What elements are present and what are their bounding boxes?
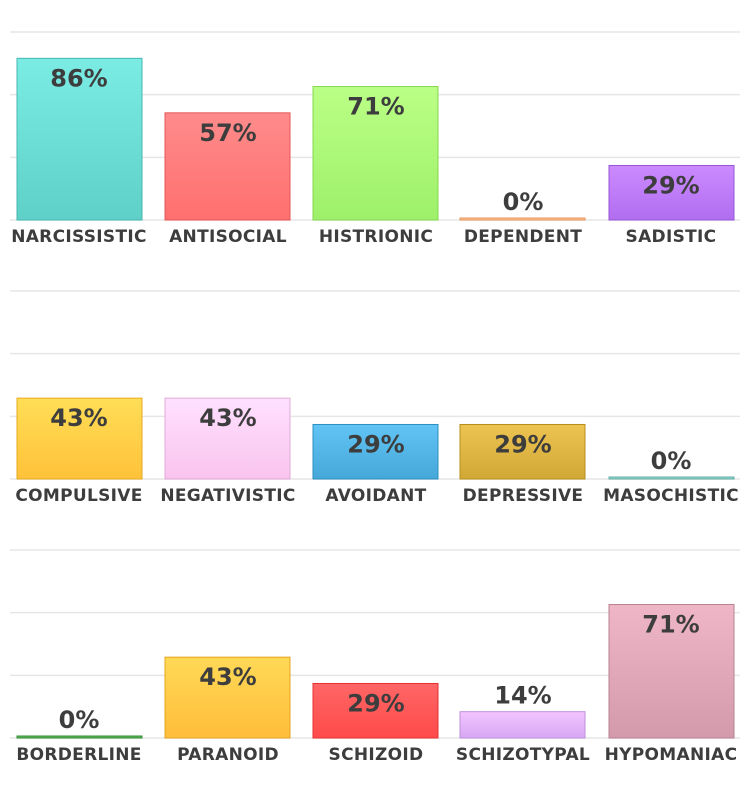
- bar-schizoid: [312, 682, 439, 739]
- bar-avoidant: [312, 423, 439, 480]
- category-label: PARANOID: [177, 745, 279, 765]
- value-label: 0%: [503, 188, 544, 216]
- value-label: 0%: [651, 447, 692, 475]
- chart-panel-3: 0% BORDERLINE 43% PARANOID 29% SCHIZOID 14% SCH…: [10, 549, 740, 765]
- chart-panel-2: 43% COMPULSIVE 43% NEGATIVISTIC 29% AVOIDANT 2…: [10, 290, 740, 506]
- value-label: 29%: [642, 171, 699, 199]
- category-label: NEGATIVISTIC: [160, 486, 295, 506]
- bar-dependent: [459, 217, 586, 221]
- value-label: 71%: [347, 93, 404, 121]
- value-label: 0%: [59, 706, 100, 734]
- bar-paranoid: [164, 656, 291, 739]
- bar-negativistic: [164, 397, 291, 480]
- value-label: 86%: [50, 64, 107, 92]
- value-label: 43%: [199, 404, 256, 432]
- bar-antisocial: [164, 112, 291, 221]
- bar-schizotypal: [459, 711, 586, 739]
- value-label: 29%: [347, 689, 404, 717]
- bar-borderline: [16, 735, 143, 739]
- category-label: SCHIZOID: [329, 745, 424, 765]
- value-label: 29%: [494, 430, 551, 458]
- category-label: SCHIZOTYPAL: [456, 745, 590, 765]
- value-label: 14%: [494, 682, 551, 710]
- value-label: 43%: [50, 404, 107, 432]
- value-label: 29%: [347, 430, 404, 458]
- value-label: 43%: [199, 663, 256, 691]
- bar-masochistic: [608, 476, 735, 480]
- category-label: SADISTIC: [626, 227, 717, 247]
- category-label: NARCISSISTIC: [11, 227, 147, 247]
- category-label: ANTISOCIAL: [169, 227, 287, 247]
- category-label: COMPULSIVE: [15, 486, 142, 506]
- bar-sadistic: [608, 164, 735, 221]
- value-label: 57%: [199, 119, 256, 147]
- category-label: HISTRIONIC: [319, 227, 433, 247]
- bar-hypomaniac: [608, 604, 735, 739]
- category-label: AVOIDANT: [325, 486, 426, 506]
- category-label: MASOCHISTIC: [603, 486, 739, 506]
- category-label: BORDERLINE: [16, 745, 141, 765]
- category-label: DEPENDENT: [464, 227, 582, 247]
- bar-narcissistic: [16, 57, 143, 221]
- bar-histrionic: [312, 86, 439, 221]
- category-label: HYPOMANIAC: [605, 745, 738, 765]
- value-label: 71%: [642, 611, 699, 639]
- bar-depressive: [459, 423, 586, 480]
- chart-panel-1: 86% NARCISSISTIC 57% ANTISOCIAL 71% HISTRIONI…: [10, 31, 740, 247]
- bar-compulsive: [16, 397, 143, 480]
- category-label: DEPRESSIVE: [463, 486, 584, 506]
